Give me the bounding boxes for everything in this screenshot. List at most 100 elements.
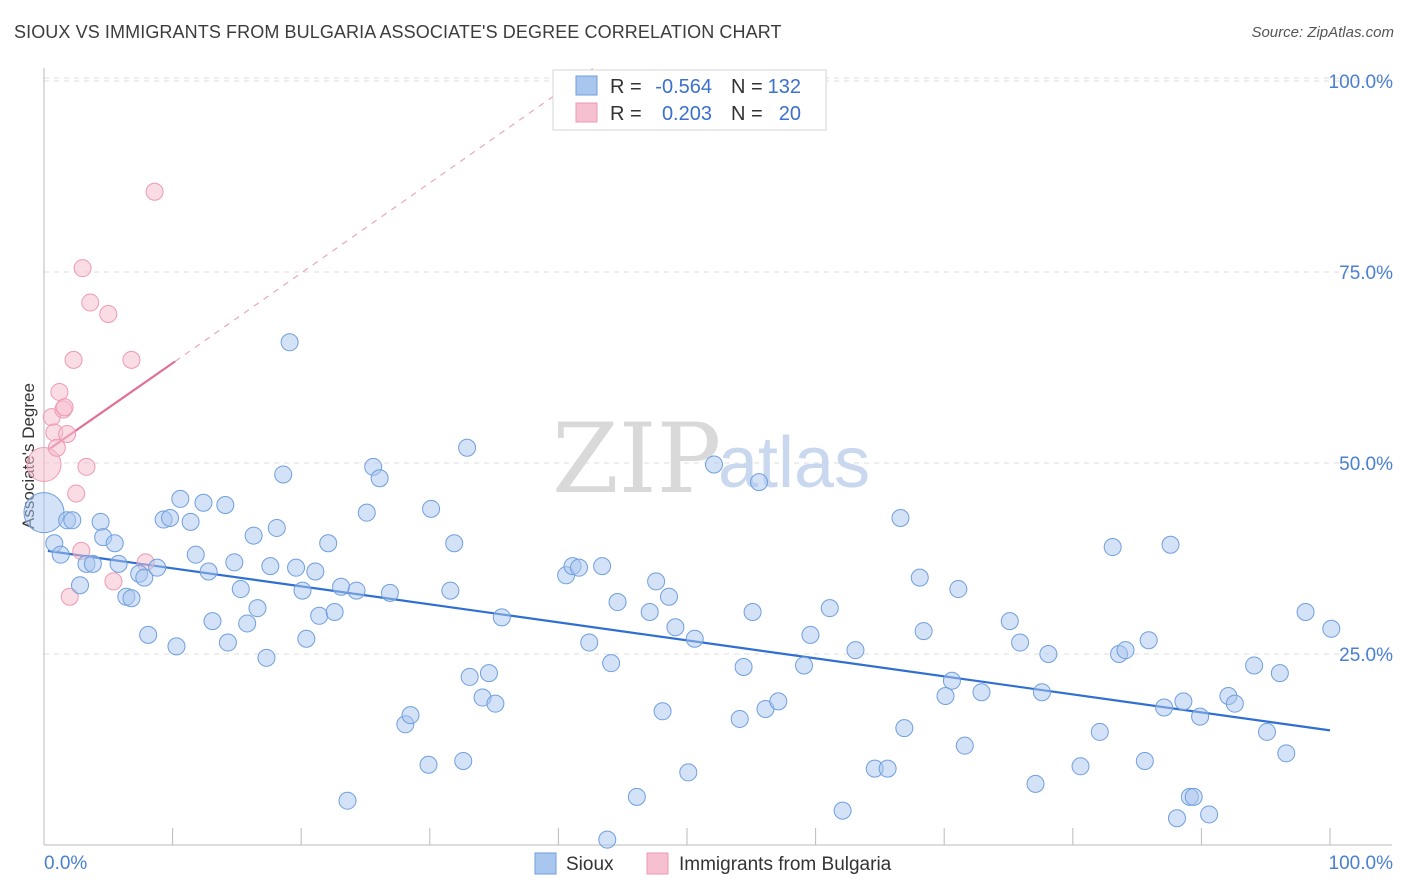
sioux-point — [1135, 751, 1154, 770]
sioux-point — [244, 526, 263, 545]
sioux-point — [293, 581, 312, 600]
sioux-point — [267, 518, 286, 537]
sioux-point — [1039, 645, 1058, 663]
sioux-point — [319, 534, 338, 553]
sioux-point — [955, 736, 974, 755]
sioux-point — [332, 577, 351, 596]
bulgaria-point — [99, 305, 118, 324]
watermark-atlas: atlas — [718, 423, 870, 503]
sioux-point — [23, 492, 65, 534]
sioux-point — [1155, 698, 1174, 717]
sioux-point — [181, 512, 200, 531]
sioux-point — [949, 580, 968, 599]
sioux-point — [479, 664, 498, 683]
legend-swatch-sioux — [575, 75, 598, 96]
bottom-legend-label-sioux: Sioux — [566, 854, 614, 875]
sioux-point — [167, 637, 186, 656]
trend-lines — [47, 65, 1331, 732]
legend-n-label-bulgaria: N = — [731, 103, 763, 125]
sioux-point — [569, 558, 588, 577]
sioux-point — [1103, 538, 1122, 557]
sioux-point — [891, 509, 910, 528]
sioux-point — [287, 558, 306, 577]
bottom-legend-swatch-bulgaria — [646, 852, 669, 875]
sioux-point — [486, 694, 505, 713]
y-tick-label: 25.0% — [1339, 645, 1393, 666]
sioux-point — [795, 656, 814, 675]
sioux-point — [216, 496, 235, 515]
sioux-point — [199, 562, 218, 581]
sioux-point — [231, 580, 250, 599]
sioux-point — [171, 489, 190, 508]
bottom-legend: Sioux Immigrants from Bulgaria — [534, 852, 892, 875]
bulgaria-point — [81, 293, 100, 312]
sioux-point — [627, 787, 646, 806]
sioux-point — [83, 554, 102, 573]
sioux-point — [1167, 809, 1186, 828]
sioux-point — [203, 612, 222, 631]
sioux-point — [325, 602, 344, 621]
bulgaria-point — [104, 572, 123, 591]
sioux-point — [257, 648, 276, 667]
bulgaria-point — [73, 259, 92, 278]
sioux-point — [1090, 722, 1109, 741]
y-tick-labels: 25.0% 50.0% 75.0% 100.0% — [1329, 72, 1394, 666]
sioux-point — [105, 534, 124, 553]
sioux-point — [820, 599, 839, 618]
sioux-point — [895, 719, 914, 738]
sioux-point — [1184, 787, 1203, 806]
sioux-point — [910, 568, 929, 587]
sioux-point — [743, 602, 762, 621]
sioux-point — [1277, 744, 1296, 763]
sioux-point — [1000, 612, 1019, 631]
watermark-zip: ZIP — [552, 403, 721, 515]
gridlines — [44, 77, 1392, 655]
legend-n-label-sioux: N = — [731, 76, 763, 98]
sioux-points — [23, 333, 1341, 849]
chart-title: SIOUX VS IMMIGRANTS FROM BULGARIA ASSOCI… — [14, 22, 782, 42]
sioux-point — [769, 692, 788, 711]
sioux-point — [580, 633, 599, 652]
y-tick-label: 100.0% — [1329, 72, 1394, 93]
legend-box: R = -0.564 N = 132 R = 0.203 N = 20 — [552, 69, 827, 131]
legend-swatch-bulgaria — [575, 102, 598, 123]
y-tick-label: 75.0% — [1339, 263, 1393, 284]
sioux-point — [734, 657, 753, 676]
sioux-point — [306, 562, 325, 581]
sioux-point — [833, 801, 852, 820]
sioux-point — [1191, 707, 1210, 726]
sioux-point — [659, 587, 678, 606]
bulgaria-point — [67, 484, 86, 503]
legend-r-label-bulgaria: R = — [610, 103, 642, 125]
sioux-point — [225, 553, 244, 572]
sioux-point — [1225, 694, 1244, 713]
sioux-point — [135, 568, 154, 587]
sioux-point — [1032, 683, 1051, 702]
sioux-point — [1071, 757, 1090, 776]
legend-frame — [552, 69, 827, 131]
sioux-point — [640, 602, 659, 621]
sioux-point — [653, 702, 672, 721]
bulgaria-point — [26, 447, 62, 483]
sioux-point — [1270, 664, 1289, 683]
sioux-point — [492, 608, 511, 627]
bulgaria-point — [64, 350, 83, 369]
bulgaria-point — [58, 424, 77, 443]
sioux-point — [1245, 656, 1264, 675]
sioux-point — [310, 606, 329, 625]
x-tick-label-min: 0.0% — [44, 853, 87, 874]
sioux-point — [608, 593, 627, 612]
sioux-point — [878, 759, 897, 778]
bulgaria-point — [47, 438, 66, 457]
bulgaria-point — [77, 457, 96, 476]
sioux-point — [1139, 631, 1158, 650]
source-credit: Source: ZipAtlas.com — [1251, 24, 1394, 41]
sioux-point — [685, 629, 704, 648]
legend-n-value-bulgaria: 20 — [779, 103, 801, 125]
sioux-point — [419, 755, 438, 774]
sioux-point — [460, 667, 479, 686]
sioux-point — [942, 671, 961, 690]
sioux-point — [380, 583, 399, 602]
sioux-point — [422, 499, 441, 518]
legend-n-value-sioux: 132 — [768, 76, 801, 98]
